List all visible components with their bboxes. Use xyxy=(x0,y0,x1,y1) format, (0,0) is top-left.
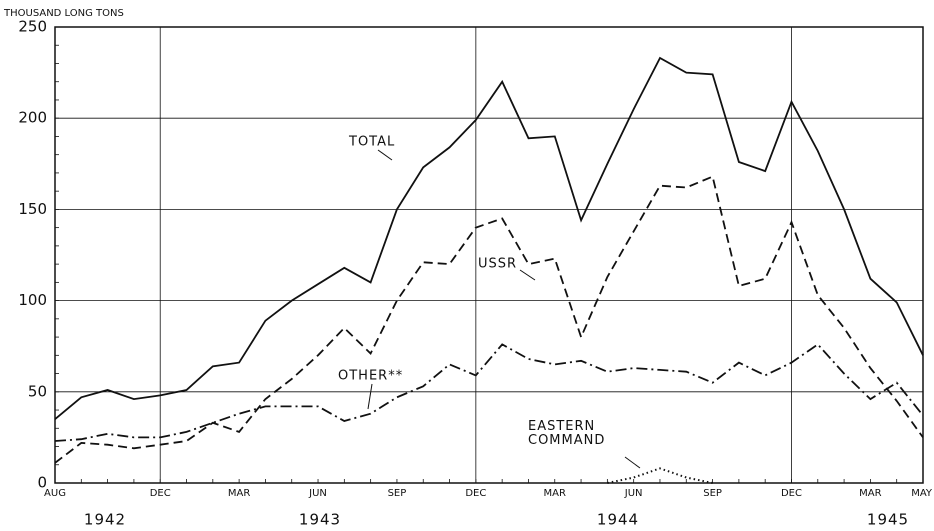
year-label: 1942 xyxy=(84,511,126,529)
y-tick-label: 50 xyxy=(28,382,47,400)
series-label: EASTERN COMMAND xyxy=(528,420,606,448)
x-tick-label: DEC xyxy=(150,488,171,499)
series-line xyxy=(54,343,924,442)
x-tick-label: MAR xyxy=(228,488,250,499)
label-arrow xyxy=(377,149,393,161)
x-tick-label: AUG xyxy=(44,488,66,499)
x-tick-label: MAR xyxy=(544,488,566,499)
x-tick-label: JUN xyxy=(624,488,643,499)
series-label: TOTAL xyxy=(348,135,395,150)
x-tick-label: MAR xyxy=(859,488,881,499)
label-arrow xyxy=(624,456,641,469)
label-arrow xyxy=(367,383,373,410)
label-arrow xyxy=(519,269,536,281)
x-tick-label: DEC xyxy=(465,488,486,499)
y-axis-label: THOUSAND LONG TONS xyxy=(3,8,124,19)
year-label: 1944 xyxy=(597,511,639,529)
x-tick-label: SEP xyxy=(703,488,722,499)
plot-frame xyxy=(54,26,924,484)
year-label: 1945 xyxy=(867,511,909,529)
year-label: 1943 xyxy=(299,511,341,529)
series-label: OTHER** xyxy=(338,369,403,384)
y-tick-label: 250 xyxy=(18,18,47,36)
y-tick-label: 200 xyxy=(18,109,47,127)
series-label-box: EASTERN COMMAND xyxy=(528,420,606,448)
series-line xyxy=(54,56,924,420)
series-line xyxy=(54,175,924,464)
x-tick-label: DEC xyxy=(781,488,802,499)
y-tick-label: 150 xyxy=(18,200,47,218)
y-tick-label: 100 xyxy=(18,291,47,309)
x-tick-label: JUN xyxy=(308,488,327,499)
series-label: USSR xyxy=(478,257,517,272)
x-tick-label: MAY xyxy=(911,488,933,499)
x-tick-label: SEP xyxy=(388,488,407,499)
y-tick-label: 0 xyxy=(37,474,47,492)
series-line xyxy=(607,467,713,484)
